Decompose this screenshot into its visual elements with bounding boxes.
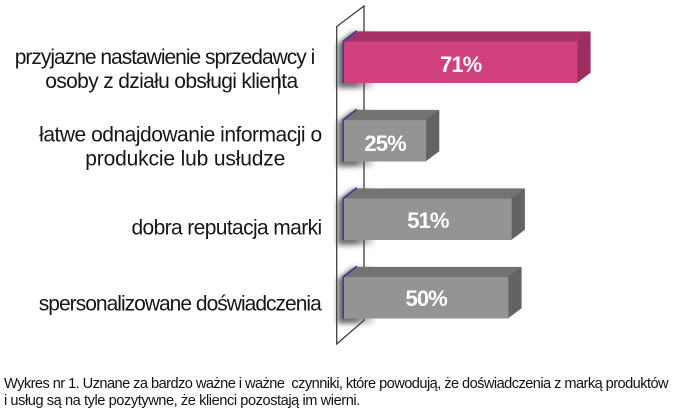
svg-text:osoby z działu obsługi klienta: osoby z działu obsługi klienta [45,70,298,93]
svg-text:przyjazne nastawienie sprzedaw: przyjazne nastawienie sprzedawcy i [15,46,315,69]
svg-text:51%: 51% [407,208,449,233]
svg-text:71%: 71% [440,52,482,77]
svg-text:spersonalizowane doświadczenia: spersonalizowane doświadczenia [39,293,322,316]
svg-text:25%: 25% [364,131,406,156]
svg-text:i usług są na tyle pozytywne,: i usług są na tyle pozytywne, że klienci… [4,393,360,409]
svg-text:Wykres nr 1. Uznane za bardzo: Wykres nr 1. Uznane za bardzo ważne i wa… [4,376,669,392]
svg-text:dobra reputacja marki: dobra reputacja marki [131,216,321,239]
svg-text:50%: 50% [406,286,448,311]
svg-text:łatwe odnajdowanie informacji: łatwe odnajdowanie informacji o [39,124,321,147]
svg-text:produkcie lub usłudze: produkcie lub usłudze [85,147,285,170]
